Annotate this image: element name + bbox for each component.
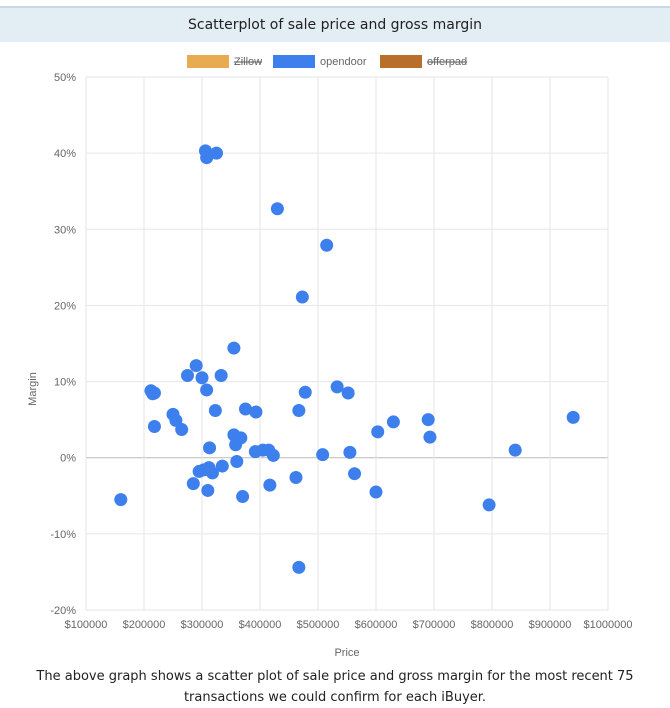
data-point[interactable] [239,402,252,416]
data-point[interactable] [208,404,222,418]
data-point[interactable] [234,431,248,445]
data-point[interactable] [200,151,214,165]
data-point[interactable] [343,445,357,459]
data-point[interactable] [298,385,312,399]
data-point[interactable] [236,490,250,504]
data-point[interactable] [147,386,161,400]
y-tick-label: 20% [54,300,76,312]
y-tick-label: 30% [54,224,76,236]
y-axis: -20% -10% 0% 10% 20% 30% 40% 50% [50,72,76,617]
x-tick-label: $300000 [181,619,224,631]
data-point[interactable] [295,290,309,304]
data-point[interactable] [369,485,383,499]
x-tick-label: $700000 [413,619,456,631]
data-point[interactable] [508,443,522,457]
x-tick-label: $400000 [239,619,282,631]
data-point[interactable] [201,483,215,497]
chart-header: Scatterplot of sale price and gross marg… [0,6,670,42]
data-point[interactable] [203,441,217,455]
data-points [114,144,580,574]
data-point[interactable] [210,146,223,160]
chart-title: Scatterplot of sale price and gross marg… [188,17,482,33]
data-point[interactable] [214,368,228,382]
data-point[interactable] [270,202,284,216]
legend-label-offerpad[interactable]: offerpad [427,56,467,68]
data-point[interactable] [266,448,280,462]
data-point[interactable] [330,380,344,394]
data-point[interactable] [263,478,277,492]
x-tick-label: $1000000 [584,619,633,631]
data-point[interactable] [230,455,244,469]
data-point[interactable] [386,415,400,429]
data-point[interactable] [292,404,306,418]
scatter-chart: Zillow opendoor offerpad -20% -10% 0% 10% 20% 3… [27,55,633,659]
y-tick-label: 10% [54,377,76,389]
x-axis: $100000 $200000 $300000 $400000 $500000 $6000… [65,619,633,631]
data-point[interactable] [181,368,194,382]
data-point[interactable] [147,419,161,433]
data-point[interactable] [189,359,203,373]
data-point[interactable] [292,560,306,574]
data-point[interactable] [205,466,219,480]
grid-lines [85,76,609,611]
data-point[interactable] [341,386,355,400]
legend-label-opendoor[interactable]: opendoor [320,56,367,68]
data-point[interactable] [482,498,496,512]
legend-swatch-offerpad[interactable] [380,55,422,68]
legend-label-zillow[interactable]: Zillow [234,56,262,68]
data-point[interactable] [114,493,128,507]
data-point[interactable] [175,423,189,437]
x-tick-label: $900000 [529,619,572,631]
x-tick-label: $600000 [355,619,398,631]
data-point[interactable] [423,430,437,444]
legend: Zillow opendoor offerpad [187,55,467,68]
x-tick-label: $100000 [65,619,108,631]
chart-caption: The above graph shows a scatter plot of … [36,669,634,705]
x-tick-label: $500000 [297,619,340,631]
legend-swatch-zillow[interactable] [187,55,229,68]
data-point[interactable] [566,410,580,424]
legend-swatch-opendoor[interactable] [273,55,315,68]
data-point[interactable] [186,477,200,491]
data-point[interactable] [227,341,241,355]
x-tick-label: $800000 [471,619,514,631]
y-axis-label: Margin [27,372,39,406]
data-point[interactable] [348,467,362,481]
y-tick-label: 40% [54,148,76,160]
data-point[interactable] [316,448,330,462]
data-point[interactable] [371,425,385,439]
data-point[interactable] [289,471,303,485]
data-point[interactable] [421,413,435,427]
y-tick-label: 0% [60,453,76,465]
data-point[interactable] [215,459,229,473]
x-axis-label: Price [334,647,359,659]
data-point[interactable] [249,405,263,419]
data-point[interactable] [320,238,334,252]
x-tick-label: $200000 [123,619,166,631]
y-tick-label: -20% [50,605,76,617]
y-tick-label: 50% [54,72,76,84]
data-point[interactable] [200,383,214,397]
data-point[interactable] [195,371,209,385]
y-tick-label: -10% [50,529,76,541]
